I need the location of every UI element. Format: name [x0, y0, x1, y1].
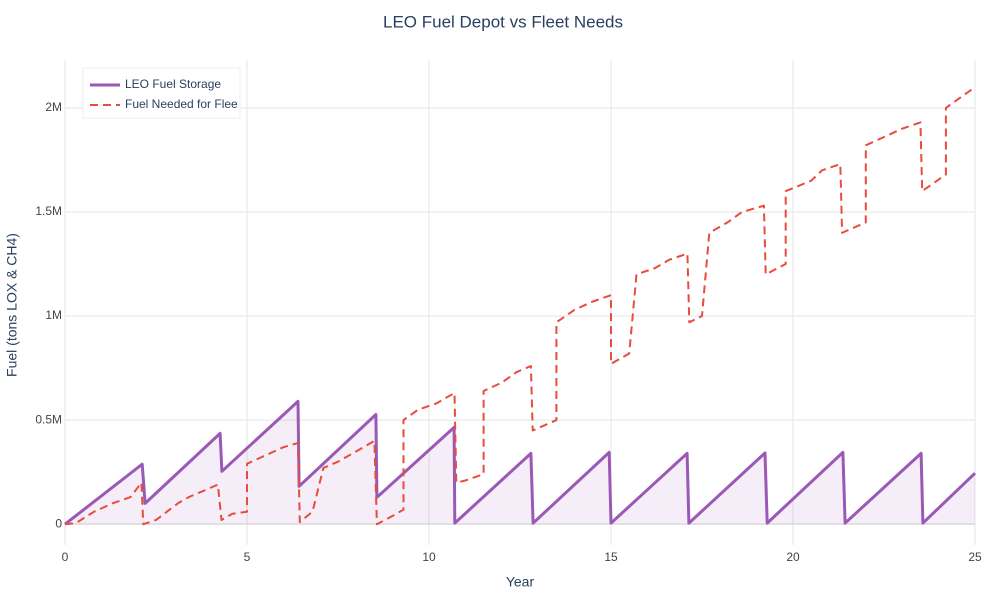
y-tick-label: 2M [45, 100, 62, 114]
x-tick-label: 5 [244, 550, 251, 564]
legend: LEO Fuel Storage Fuel Needed for Flee [82, 67, 241, 119]
plot-area [64, 86, 977, 526]
x-tick-label: 15 [604, 550, 618, 564]
line [64, 86, 976, 526]
x-axis-label: Year [506, 574, 535, 590]
x-tick-label: 25 [968, 550, 982, 564]
y-tick-label: 0.5M [35, 412, 62, 426]
y-tick-label: 0 [55, 516, 62, 530]
y-tick-label: 1.5M [35, 204, 62, 218]
chart-title: LEO Fuel Depot vs Fleet Needs [383, 12, 623, 31]
legend-label: Fuel Needed for Flee [125, 97, 238, 111]
line [64, 399, 977, 526]
area-fill [65, 401, 975, 525]
legend-label: LEO Fuel Storage [125, 77, 221, 91]
y-tick-label: 1M [45, 308, 62, 322]
x-tick-label: 10 [422, 550, 436, 564]
x-tick-label: 20 [786, 550, 800, 564]
legend-box [82, 67, 241, 119]
y-axis-label: Fuel (tons LOX & CH4) [4, 233, 20, 377]
x-tick-label: 0 [62, 550, 69, 564]
